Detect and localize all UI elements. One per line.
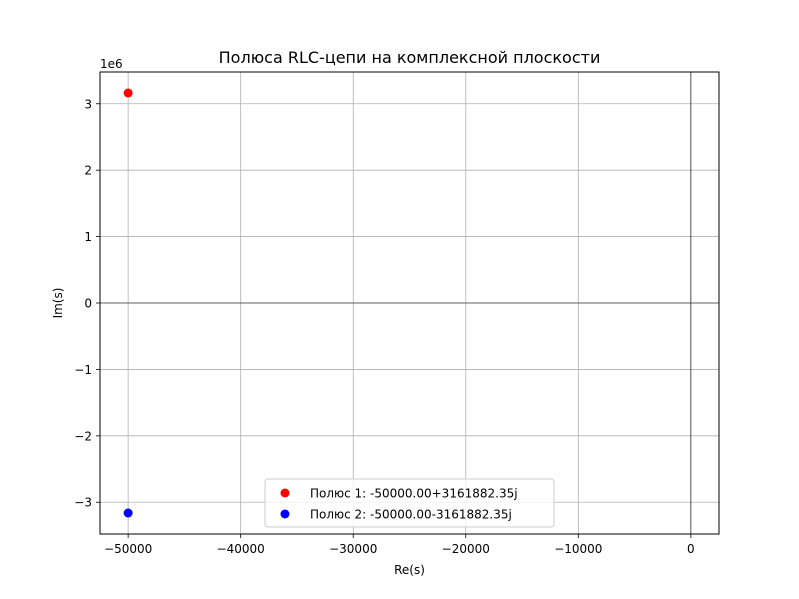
x-tick-label: −20000 [442, 542, 490, 556]
data-point [123, 88, 133, 98]
data-point [123, 508, 133, 518]
y-tick-label: 1 [84, 230, 92, 244]
data-points [123, 88, 133, 518]
y-axis-label: Im(s) [51, 288, 65, 319]
x-axis-label: Re(s) [394, 563, 425, 577]
chart-title: Полюса RLC-цепи на комплексной плоскости [219, 48, 601, 67]
y-tick-label: 0 [84, 297, 92, 311]
legend-label: Полюс 1: -50000.00+3161882.35j [310, 487, 518, 501]
y-tick-label: 3 [84, 97, 92, 111]
y-tick-label: −3 [74, 496, 92, 510]
plot-area: −50000 −40000 −30000 −20000 −10000 0 −3 −2 −1 0 1… [74, 71, 720, 556]
x-tick-label: 0 [687, 542, 695, 556]
y-axis-offset: 1e6 [100, 57, 123, 71]
y-tick-label: −2 [74, 429, 92, 443]
y-tick-label: −1 [74, 363, 92, 377]
reference-lines [100, 72, 719, 534]
x-tick-label: −30000 [329, 542, 377, 556]
x-tick-label: −10000 [554, 542, 602, 556]
legend: Полюс 1: -50000.00+3161882.35j Полюс 2: -… [264, 478, 555, 528]
y-tick-label: 2 [84, 164, 92, 178]
legend-marker [280, 509, 290, 519]
y-axis-ticks: −3 −2 −1 0 1 2 3 [74, 97, 100, 510]
x-axis-ticks: −50000 −40000 −30000 −20000 −10000 0 [104, 534, 695, 556]
legend-entries: Полюс 1: -50000.00+3161882.35j Полюс 2: -… [280, 487, 518, 522]
x-tick-label: −40000 [217, 542, 265, 556]
legend-marker [280, 488, 290, 498]
legend-label: Полюс 2: -50000.00-3161882.35j [310, 508, 512, 522]
x-tick-label: −50000 [104, 542, 152, 556]
legend-box [264, 478, 555, 528]
